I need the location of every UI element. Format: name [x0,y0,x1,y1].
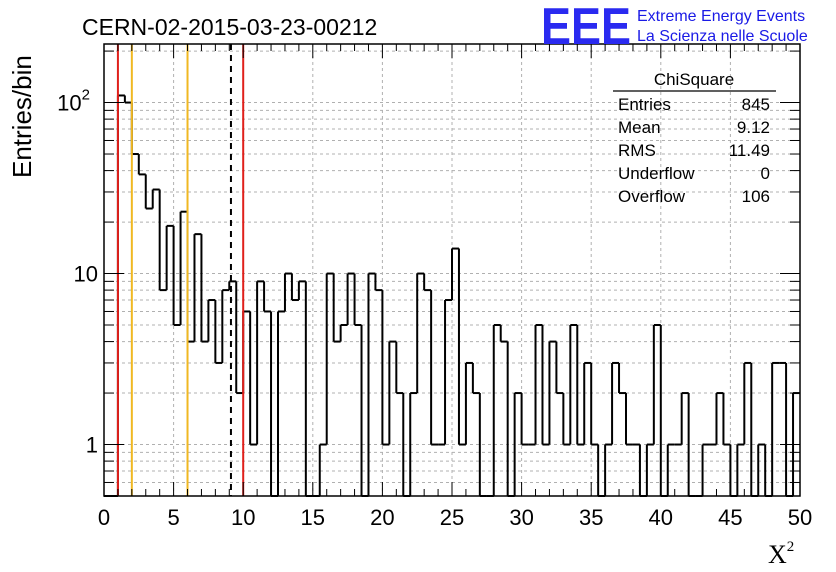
axis-ticks [103,44,801,496]
stats-row-value: 11.49 [729,141,770,160]
x-tick-label: 45 [718,505,742,530]
histogram-bars [104,94,800,497]
stats-row-label: RMS [618,141,656,160]
grid-lines [104,44,800,496]
x-tick-label: 10 [231,505,255,530]
x-tick-label: 15 [301,505,325,530]
x-axis-label: X2 [768,539,794,569]
stats-row-value: 106 [742,187,770,206]
stats-box: ChiSquare Entries 845 Mean 9.12 RMS 11.49 Unde… [613,70,776,206]
y-axis-label: Entries/bin [7,55,37,178]
x-tick-label: 25 [440,505,464,530]
stats-row-label: Underflow [618,164,695,183]
x-tick-label: 0 [98,505,110,530]
eee-logo: EEE Extreme Energy Events La Scienza nel… [541,0,808,56]
y-tick-label-exponent: 2 [82,87,90,104]
logo-line-2: La Scienza nelle Scuole [637,28,808,45]
stats-row-value: 9.12 [737,118,770,137]
logo-line-1: Extreme Energy Events [637,8,805,25]
stats-row-label: Overflow [618,187,686,206]
x-tick-label: 30 [509,505,533,530]
y-tick-label-base: 10 [57,91,81,116]
y-tick-label: 1 [86,433,98,458]
y-tick-label: 10 [74,262,98,287]
x-axis-label-base: X [768,540,787,569]
x-tick-label: 20 [370,505,394,530]
x-tick-label: 5 [167,505,179,530]
stats-row-value: 0 [761,164,770,183]
y-tick-label: 102 [57,87,90,116]
reference-lines [116,44,245,496]
logo-mark: EEE [541,0,631,56]
x-tick-label: 35 [579,505,603,530]
stats-title: ChiSquare [654,70,734,89]
chart-title: CERN-02-2015-03-23-00212 [82,14,377,40]
x-tick-label: 40 [649,505,673,530]
stats-row-label: Entries [618,95,671,114]
x-tick-label: 50 [788,505,812,530]
stats-row-value: 845 [742,95,770,114]
stats-rows: Entries 845 Mean 9.12 RMS 11.49 Underflow 0 Over… [618,95,770,206]
stats-row-label: Mean [618,118,661,137]
x-axis-label-superscript: 2 [787,539,795,555]
